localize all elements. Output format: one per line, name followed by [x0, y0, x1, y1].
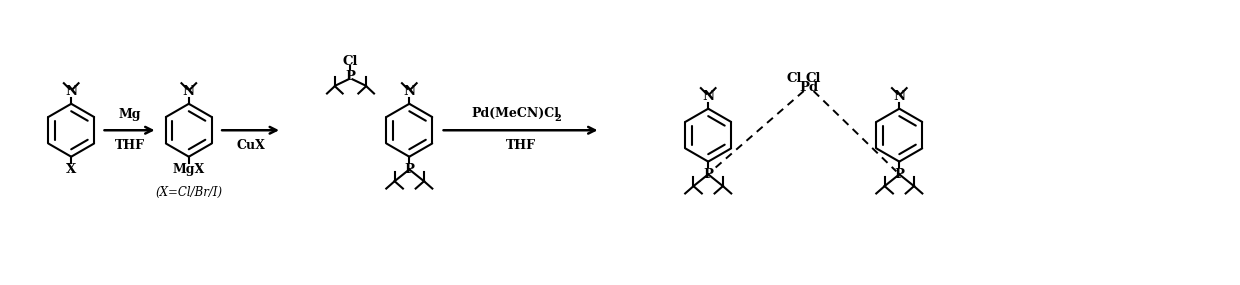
Text: Cl: Cl [806, 72, 821, 85]
Text: P: P [703, 168, 713, 181]
Text: N: N [702, 90, 714, 103]
Text: CuX: CuX [236, 139, 265, 152]
Text: MgX: MgX [172, 163, 205, 176]
Text: N: N [893, 90, 905, 103]
Text: Pd: Pd [799, 81, 818, 94]
Text: 2: 2 [554, 114, 562, 123]
Text: Pd(MeCN)Cl: Pd(MeCN)Cl [471, 107, 559, 121]
Text: P: P [346, 70, 356, 83]
Text: THF: THF [114, 139, 145, 152]
Text: P: P [894, 168, 904, 181]
Text: N: N [66, 85, 77, 98]
Text: N: N [182, 85, 195, 98]
Text: P: P [404, 163, 414, 176]
Text: Mg: Mg [118, 108, 141, 121]
Text: Cl: Cl [342, 55, 358, 68]
Text: (X=Cl/Br/I): (X=Cl/Br/I) [155, 186, 222, 198]
Text: Cl: Cl [786, 72, 802, 85]
Text: THF: THF [506, 139, 536, 152]
Text: X: X [66, 163, 77, 176]
Text: N: N [403, 85, 415, 98]
